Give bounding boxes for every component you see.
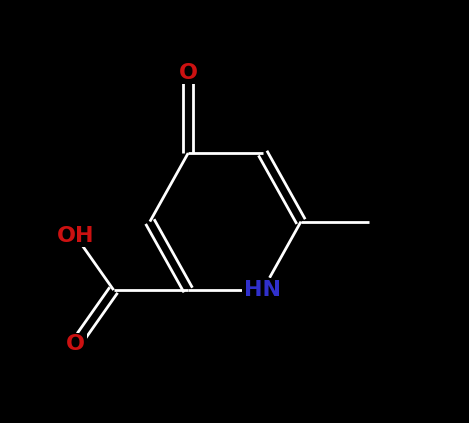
Text: HN: HN (244, 280, 281, 300)
Text: OH: OH (57, 226, 94, 246)
Text: O: O (179, 63, 197, 82)
Text: O: O (66, 335, 85, 354)
